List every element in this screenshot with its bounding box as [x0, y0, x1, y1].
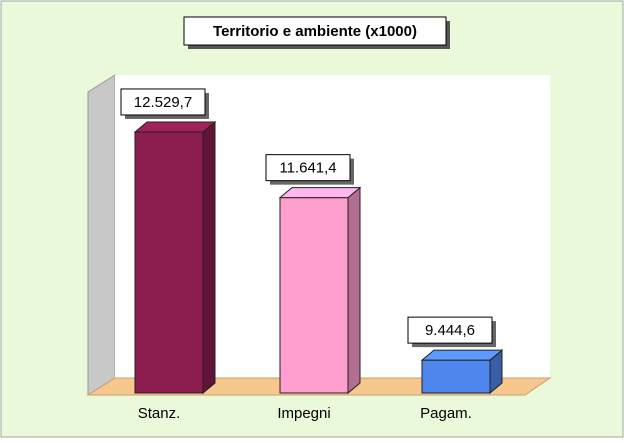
bar-side	[347, 186, 361, 395]
value-label-box	[407, 316, 493, 344]
value-label: 9.444,6	[425, 322, 475, 339]
chart-title: Territorio e ambiente (x1000)	[213, 23, 417, 40]
bar	[279, 197, 349, 394]
value-label-box	[265, 154, 351, 182]
side-wall	[87, 74, 116, 396]
bar-top	[133, 121, 217, 133]
bar-top	[420, 349, 504, 361]
x-tick-label: Stanz.	[138, 405, 181, 422]
bar	[134, 131, 204, 394]
x-tick-label: Impegni	[277, 405, 330, 422]
bar	[421, 359, 491, 394]
title-box	[183, 16, 447, 46]
value-label: 12.529,7	[134, 94, 192, 111]
x-tick-label: Pagam.	[420, 405, 472, 422]
value-label-box	[120, 88, 206, 116]
bar-top	[278, 187, 362, 199]
value-label: 11.641,4	[279, 160, 336, 177]
bar-side	[202, 120, 216, 395]
